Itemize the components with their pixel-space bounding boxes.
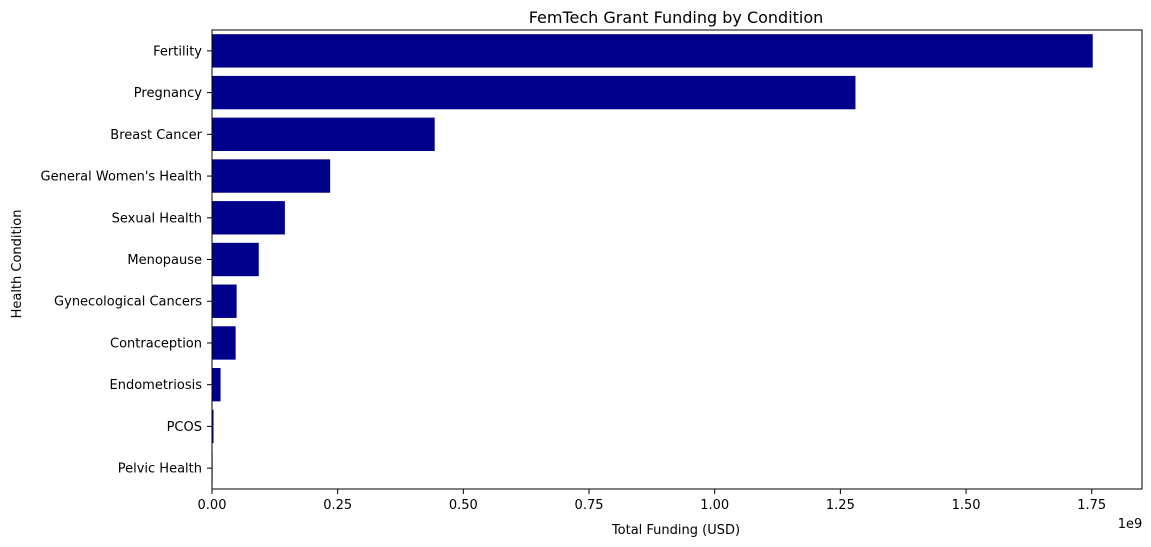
bar: [212, 367, 221, 402]
y-tick-label: General Women's Health: [41, 170, 202, 185]
plot-frame: [211, 29, 1143, 490]
y-tick-label: Menopause: [127, 253, 202, 268]
x-tick-label: 1.75: [1077, 498, 1106, 513]
bar: [212, 409, 214, 444]
bar: [212, 117, 435, 152]
y-tick-label: Breast Cancer: [110, 128, 202, 143]
x-axis-title: Total Funding (USD): [611, 523, 740, 538]
x-tick-label: 1.50: [952, 498, 981, 513]
y-tick-label: Pregnancy: [134, 86, 203, 101]
y-axis-title: Health Condition: [10, 210, 25, 319]
x-tick-label: 0.25: [323, 498, 352, 513]
y-tick-label: Endometriosis: [110, 378, 203, 393]
bar: [212, 284, 237, 318]
y-tick-label: Gynecological Cancers: [54, 295, 202, 310]
x-tick-label: 0.00: [198, 498, 227, 513]
x-tick-label: 1.25: [826, 498, 855, 513]
bar: [212, 159, 331, 193]
bar: [212, 34, 1093, 68]
x-tick-label: 0.75: [575, 498, 604, 513]
bar: [212, 201, 285, 235]
y-tick-label: Fertility: [153, 44, 202, 59]
chart-title: FemTech Grant Funding by Condition: [529, 8, 824, 27]
y-tick-label: Sexual Health: [112, 211, 202, 226]
y-tick-label: Contraception: [110, 336, 202, 351]
x-tick-label: 1.00: [700, 498, 729, 513]
plot-area: Fertility Pregnancy Breast Cancer General W…: [41, 29, 1143, 513]
bar: [212, 242, 259, 277]
bar: [212, 75, 856, 110]
y-tick-label: PCOS: [167, 420, 202, 435]
x-axis-offset-label: 1e9: [1118, 517, 1143, 532]
bar: [212, 326, 236, 360]
x-tick-label: 0.50: [449, 498, 478, 513]
y-tick-label: Pelvic Health: [118, 462, 202, 477]
